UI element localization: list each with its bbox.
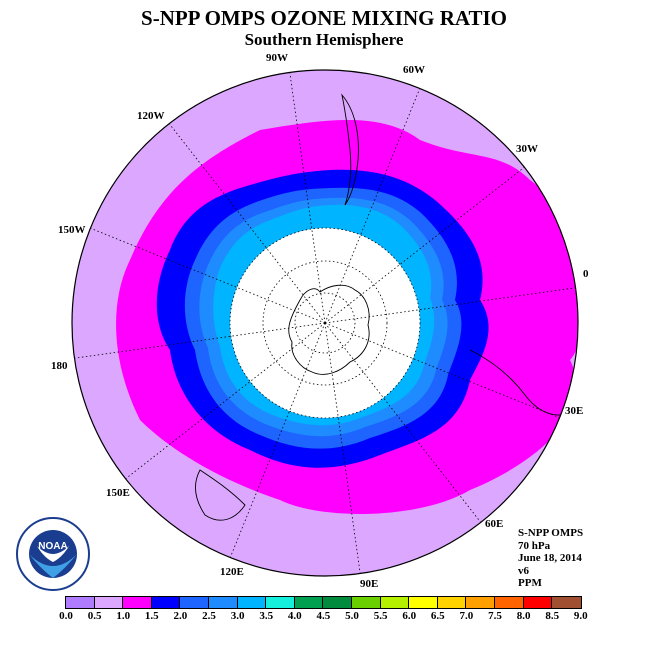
latitude-circle bbox=[262, 260, 388, 386]
info-unit: PPM bbox=[518, 577, 542, 589]
antarctica-coastline bbox=[288, 284, 370, 375]
colorbar-swatch bbox=[237, 597, 267, 608]
colorbar-swatch bbox=[294, 597, 324, 608]
lon-label-120e: 120E bbox=[220, 566, 244, 578]
lon-label-0: 0 bbox=[583, 268, 589, 280]
colorbar-swatch bbox=[323, 597, 352, 608]
lon-label-150e: 150E bbox=[106, 487, 130, 499]
chart-title: S-NPP OMPS OZONE MIXING RATIO bbox=[141, 6, 507, 30]
colorbar-tick-label: 5.0 bbox=[345, 610, 359, 622]
noaa-logo-icon: NOAA bbox=[16, 517, 90, 591]
lon-label-150w: 150W bbox=[58, 224, 86, 236]
colorbar-swatch bbox=[380, 597, 410, 608]
colorbar-tick-label: 6.0 bbox=[402, 610, 417, 622]
colorbar-swatch bbox=[94, 597, 124, 608]
colorbar-tick-label: 1.0 bbox=[116, 610, 131, 622]
noaa-logo-text: NOAA bbox=[38, 541, 67, 552]
info-date: June 18, 2014 bbox=[518, 552, 582, 564]
colorbar-swatch bbox=[523, 597, 553, 608]
graticule bbox=[74, 72, 576, 574]
south-america-coastline bbox=[341, 93, 359, 206]
lon-label-180: 180 bbox=[51, 360, 68, 372]
colorbar-tick-label: 3.5 bbox=[259, 610, 274, 622]
colorbar-swatch bbox=[208, 597, 238, 608]
lon-label-120w: 120W bbox=[137, 110, 165, 122]
colorbar-swatch bbox=[409, 597, 438, 608]
lon-label-90w: 90W bbox=[266, 52, 288, 64]
latitude-circle bbox=[229, 227, 421, 419]
map-boundary bbox=[71, 69, 579, 577]
colorbar-tick-label: 2.0 bbox=[173, 610, 188, 622]
colorbar-swatch bbox=[552, 597, 581, 608]
colorbar-tick-label: 7.5 bbox=[488, 610, 502, 622]
colorbar-tick-label: 9.0 bbox=[573, 610, 588, 622]
info-block: S-NPP OMPS 70 hPa June 18, 2014 v6 PPM bbox=[518, 527, 583, 590]
lon-label-90e: 90E bbox=[360, 578, 379, 590]
colorbar-tick-label: 3.0 bbox=[230, 610, 245, 622]
colorbar-tick-label: 8.5 bbox=[545, 610, 560, 622]
colorbar-swatch bbox=[351, 597, 381, 608]
colorbar-tick-label: 1.5 bbox=[144, 610, 159, 622]
chart-subtitle: Southern Hemisphere bbox=[244, 30, 404, 49]
colorbar-tick-label: 4.5 bbox=[316, 610, 331, 622]
colorbar-swatch bbox=[466, 597, 495, 608]
colorbar-tick-label: 6.5 bbox=[430, 610, 445, 622]
lon-label-60w: 60W bbox=[403, 64, 425, 76]
colorbar-tick-label: 0.0 bbox=[59, 610, 73, 622]
latitude-circle bbox=[294, 292, 356, 354]
colorbar-swatch bbox=[494, 597, 524, 608]
colorbar-swatch bbox=[437, 597, 467, 608]
colorbar-swatch bbox=[123, 597, 152, 608]
lon-label-60e: 60E bbox=[485, 518, 504, 530]
africa-coastline bbox=[469, 349, 576, 416]
colorbar-tick-label: 7.0 bbox=[459, 610, 474, 622]
colorbar-tick-label: 0.5 bbox=[87, 610, 102, 622]
colorbar-tick-label: 2.5 bbox=[202, 610, 216, 622]
colorbar-swatch bbox=[66, 597, 95, 608]
colorbar-swatch bbox=[151, 597, 181, 608]
info-instrument: S-NPP OMPS bbox=[518, 527, 584, 539]
colorbar-tick-label: 8.0 bbox=[516, 610, 531, 622]
info-version: v6 bbox=[518, 564, 529, 577]
colorbar-swatch bbox=[180, 597, 209, 608]
australia-coastline bbox=[194, 469, 246, 521]
colorbar-tick-label: 5.5 bbox=[373, 610, 388, 622]
colorbar-tick-label: 4.0 bbox=[287, 610, 302, 622]
lon-label-30e: 30E bbox=[565, 405, 584, 417]
colorbar bbox=[65, 596, 582, 609]
info-level: 70 hPa bbox=[518, 539, 551, 552]
colorbar-swatch bbox=[266, 597, 295, 608]
lon-label-30w: 30W bbox=[516, 143, 538, 155]
